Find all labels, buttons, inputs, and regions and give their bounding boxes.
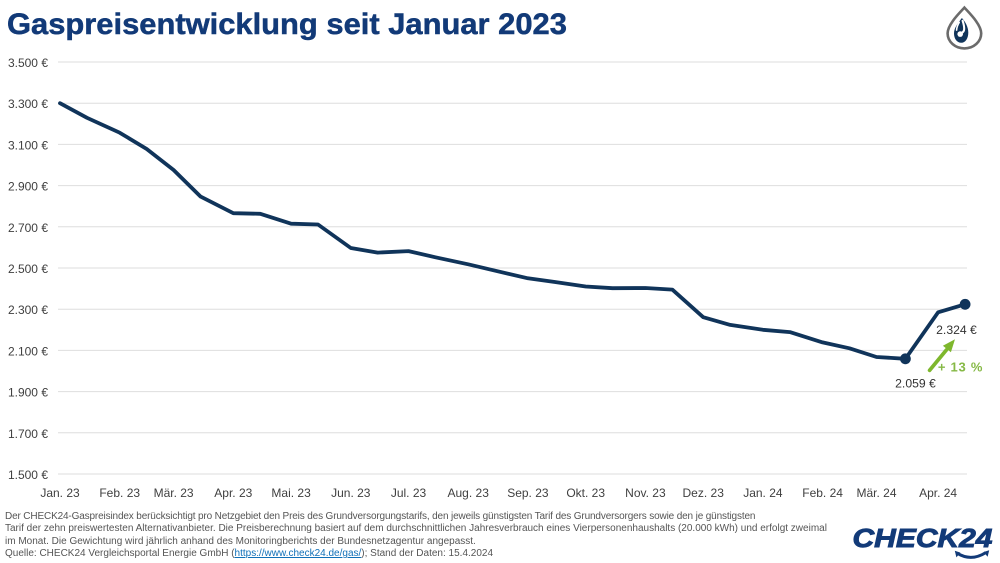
svg-text:1.500 €: 1.500 € xyxy=(8,468,48,482)
svg-text:Jul. 23: Jul. 23 xyxy=(391,486,427,500)
svg-text:CHECK24: CHECK24 xyxy=(853,525,993,553)
svg-text:Jun. 23: Jun. 23 xyxy=(331,486,371,500)
svg-text:3.300 €: 3.300 € xyxy=(8,97,48,111)
svg-text:Jan. 24: Jan. 24 xyxy=(743,486,783,500)
svg-text:Feb. 23: Feb. 23 xyxy=(99,486,140,500)
svg-text:Nov. 23: Nov. 23 xyxy=(625,486,666,500)
svg-text:2.700 €: 2.700 € xyxy=(8,221,48,235)
svg-text:Dez. 23: Dez. 23 xyxy=(683,486,725,500)
svg-text:Okt. 23: Okt. 23 xyxy=(566,486,605,500)
svg-text:2.059 €: 2.059 € xyxy=(895,377,936,391)
svg-text:3.500 €: 3.500 € xyxy=(8,56,48,70)
svg-text:2.900 €: 2.900 € xyxy=(8,180,48,194)
svg-text:2.324 €: 2.324 € xyxy=(936,323,977,337)
svg-text:1.900 €: 1.900 € xyxy=(8,386,48,400)
svg-text:Mär. 23: Mär. 23 xyxy=(154,486,194,500)
svg-text:Mär. 24: Mär. 24 xyxy=(856,486,896,500)
svg-text:Aug. 23: Aug. 23 xyxy=(448,486,490,500)
svg-text:Jan. 23: Jan. 23 xyxy=(40,486,80,500)
svg-text:2.100 €: 2.100 € xyxy=(8,344,48,358)
svg-text:+ 13 %: + 13 % xyxy=(938,360,983,375)
svg-text:3.100 €: 3.100 € xyxy=(8,138,48,152)
svg-text:Apr. 24: Apr. 24 xyxy=(919,486,957,500)
svg-text:2.300 €: 2.300 € xyxy=(8,303,48,317)
svg-text:Apr. 23: Apr. 23 xyxy=(214,486,252,500)
svg-text:Sep. 23: Sep. 23 xyxy=(507,486,549,500)
svg-text:Feb. 24: Feb. 24 xyxy=(802,486,843,500)
svg-text:1.700 €: 1.700 € xyxy=(8,427,48,441)
svg-text:2.500 €: 2.500 € xyxy=(8,262,48,276)
svg-text:Mai. 23: Mai. 23 xyxy=(271,486,311,500)
